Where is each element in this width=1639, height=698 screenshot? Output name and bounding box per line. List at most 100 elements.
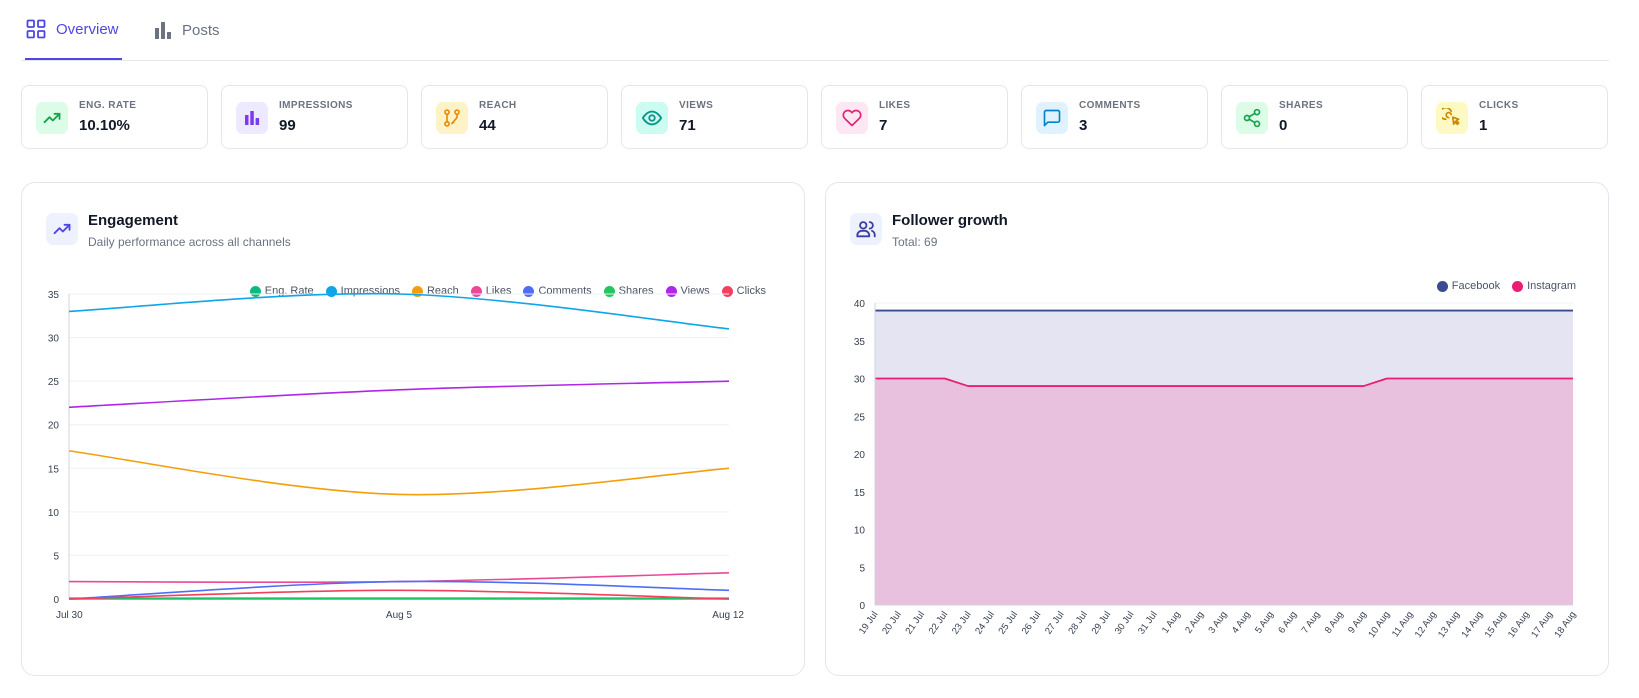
legend-swatch: [721, 285, 733, 297]
x-tick-label: 16 Aug: [1506, 609, 1532, 640]
x-tick-label: 13 Aug: [1436, 609, 1462, 640]
x-tick-label: Aug 12: [712, 610, 744, 621]
x-tick-label: 14 Aug: [1459, 609, 1485, 640]
x-tick-label: 22 Jul: [927, 609, 951, 636]
stat-card-reach: REACH 44: [421, 85, 608, 149]
git-pull-request-icon: [436, 102, 468, 134]
x-tick-label: 6 Aug: [1276, 609, 1299, 635]
trending-up-icon: [36, 102, 68, 134]
eye-icon: [636, 102, 668, 134]
stat-value: 0: [1279, 117, 1288, 134]
stat-value: 44: [479, 117, 496, 134]
stat-label: VIEWS: [679, 100, 714, 111]
tab-overview[interactable]: Overview: [25, 0, 122, 60]
stat-card-shares: SHARES 0: [1221, 85, 1408, 149]
series-line-reach: [68, 450, 730, 496]
stat-value: 71: [679, 117, 696, 134]
bar-chart-icon: [154, 20, 172, 40]
stat-card-comments: COMMENTS 3: [1021, 85, 1208, 149]
y-tick-label: 30: [48, 334, 60, 345]
y-tick-label: 10: [854, 526, 866, 537]
legend-swatch: [325, 285, 337, 297]
follower-growth-area-chart: 0 5 10 15 20 25 30 35 40 19 Jul 20 Jul 21 Jul 22 Jul…: [854, 299, 1579, 640]
y-tick-label: 20: [854, 450, 866, 461]
stat-value: 10.10%: [79, 117, 130, 134]
y-tick-label: 25: [854, 412, 866, 423]
x-tick-label: 10 Aug: [1366, 609, 1392, 640]
legend-item-clicks[interactable]: Clicks: [721, 285, 766, 297]
stat-card-views: VIEWS 71: [621, 85, 808, 149]
legend-swatch: [1436, 280, 1448, 292]
stat-card-eng-rate: ENG. RATE 10.10%: [21, 85, 208, 149]
x-tick-label: 4 Aug: [1230, 609, 1253, 635]
y-tick-label: 15: [854, 488, 866, 499]
series-line-impressions: [68, 292, 730, 330]
series-line-instagram: [875, 377, 1573, 387]
x-tick-label: 5 Aug: [1253, 609, 1276, 635]
x-tick-label: 26 Jul: [1020, 609, 1044, 636]
grid-icon: [26, 19, 46, 39]
y-tick-label: 10: [48, 508, 60, 519]
y-tick-label: 35: [854, 337, 866, 348]
legend-swatch: [470, 285, 482, 297]
stat-label: COMMENTS: [1079, 100, 1141, 111]
x-tick-label: 31 Jul: [1136, 609, 1160, 636]
follower-growth-title: Follower growth: [892, 212, 1008, 229]
stat-card-clicks: CLICKS 1: [1421, 85, 1608, 149]
x-tick-label: 17 Aug: [1529, 609, 1555, 640]
stat-card-impressions: IMPRESSIONS 99: [221, 85, 408, 149]
x-tick-label: 3 Aug: [1207, 609, 1230, 635]
x-tick-label: 1 Aug: [1160, 609, 1183, 635]
y-tick-label: 15: [48, 464, 60, 475]
y-tick-label: 30: [854, 375, 866, 386]
x-tick-label: 25 Jul: [997, 609, 1021, 636]
x-tick-label: 15 Aug: [1483, 609, 1509, 640]
bar-chart-icon: [236, 102, 268, 134]
stat-label: CLICKS: [1479, 100, 1519, 111]
stat-value: 99: [279, 117, 296, 134]
follower-growth-legend: Facebook Instagram: [1436, 280, 1576, 292]
x-tick-label: 27 Jul: [1043, 609, 1067, 636]
y-tick-label: 35: [48, 290, 60, 301]
heart-icon: [836, 102, 868, 134]
stat-value: 1: [1479, 117, 1488, 134]
x-tick-label: 28 Jul: [1066, 609, 1090, 636]
x-tick-label: 30 Jul: [1113, 609, 1137, 636]
legend-swatch: [665, 285, 677, 297]
x-tick-label: 8 Aug: [1323, 609, 1346, 635]
follower-growth-card: Follower growth Total: 69 Facebook Instag…: [825, 182, 1609, 676]
y-tick-label: 20: [48, 421, 60, 432]
x-tick-label: 18 Aug: [1552, 609, 1578, 640]
tab-bar: Overview Posts: [21, 0, 1609, 61]
stat-label: LIKES: [879, 100, 911, 111]
share-icon: [1236, 102, 1268, 134]
stat-card-likes: LIKES 7: [821, 85, 1008, 149]
x-tick-label: 11 Aug: [1390, 609, 1416, 639]
tab-overview-label: Overview: [56, 20, 119, 38]
stat-label: ENG. RATE: [79, 100, 137, 111]
tab-posts[interactable]: Posts: [154, 0, 220, 60]
x-tick-label: 20 Jul: [880, 609, 904, 636]
legend-label: Clicks: [736, 285, 766, 297]
legend-label: Instagram: [1527, 280, 1576, 292]
x-tick-label: 29 Jul: [1090, 609, 1114, 636]
stat-value: 7: [879, 117, 888, 134]
stat-label: SHARES: [1279, 100, 1324, 111]
message-square-icon: [1036, 102, 1068, 134]
x-tick-label: 19 Jul: [857, 609, 881, 636]
series-area-instagram: [875, 378, 1573, 605]
follower-growth-subtitle: Total: 69: [892, 235, 938, 249]
legend-item-instagram[interactable]: Instagram: [1512, 280, 1576, 292]
y-tick-label: 5: [859, 563, 865, 574]
y-tick-label: 40: [854, 299, 866, 310]
legend-item-facebook[interactable]: Facebook: [1436, 280, 1500, 292]
y-tick-label: 0: [53, 595, 59, 606]
trending-up-icon: [46, 213, 78, 245]
x-tick-label: 12 Aug: [1413, 609, 1439, 640]
legend-swatch: [523, 285, 535, 297]
stat-label: REACH: [479, 100, 517, 111]
engagement-title: Engagement: [88, 212, 179, 229]
y-tick-label: 25: [48, 377, 60, 388]
cursor-click-icon: [1436, 102, 1468, 134]
legend-swatch: [1512, 280, 1524, 292]
